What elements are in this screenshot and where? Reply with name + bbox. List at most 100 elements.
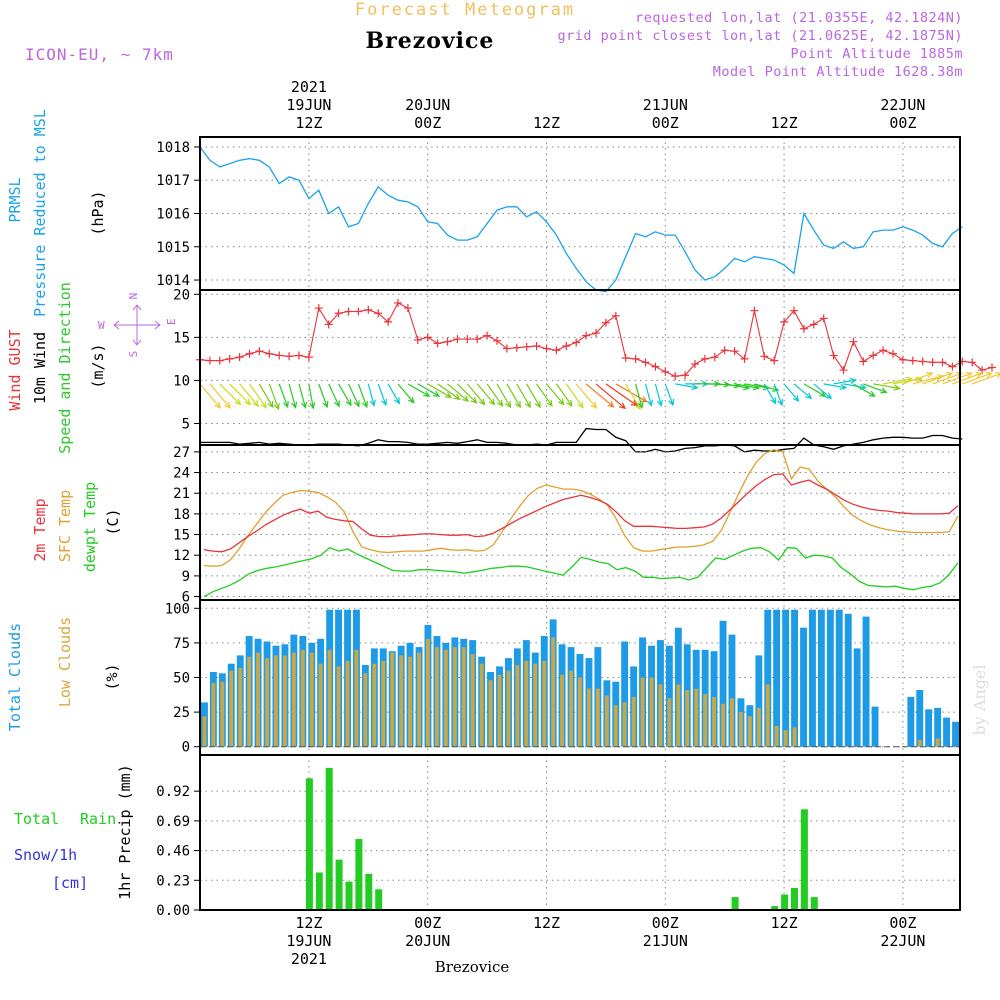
gust-marker [205,356,214,365]
gust-marker [691,360,699,369]
y-tick-label: 1014 [156,273,190,289]
y-tick-label: 75 [173,636,190,652]
low-cloud-bar [497,674,502,747]
y-axis-label: Pressure Reduced to MSL [31,109,49,317]
gust-marker [869,351,878,360]
gust-marker [790,306,798,315]
wind-direction-arrow [873,383,901,391]
precip-bar [791,888,798,910]
wind-direction-arrow [506,383,521,409]
low-cloud-bar [202,716,207,747]
temp2m-line [203,473,959,553]
y-tick-label: 0.46 [156,844,190,860]
bottom-tick-label: 22JUN [880,932,925,950]
gust-marker [928,358,937,367]
total-cloud-bar [853,648,861,747]
low-cloud-bar [747,716,752,747]
gust-marker [750,306,759,315]
wind-direction-arrow [486,383,504,407]
gust-marker [235,353,244,362]
wind-direction-arrow [229,383,252,406]
gust-marker [710,353,719,362]
wind-direction-arrow [971,372,1000,385]
y-tick-label: 15 [173,330,190,346]
gust-marker [760,352,769,361]
wind-direction-arrow [347,383,360,408]
wind-direction-arrow [922,372,954,385]
low-cloud-bar [408,656,412,747]
y-axis-label: 2m Temp [31,498,49,561]
y-tick-label: 0.00 [156,903,190,919]
gust-line [199,302,993,377]
wind-direction-arrow [644,383,653,407]
gust-marker [572,338,581,347]
wind-direction-arrow [823,383,848,390]
y-tick-label: 9 [182,569,190,585]
wind-direction-arrow [853,383,876,397]
info-line: Model Point Altitude 1628.38m [713,64,963,80]
gust-marker [483,331,492,340]
low-cloud-bar [345,660,350,747]
gust-marker [809,320,818,329]
wind-direction-arrow [298,383,308,409]
low-cloud-bar [399,655,404,747]
low-cloud-bar [515,665,520,747]
model-label: ICON-EU, ~ 7km [25,45,174,64]
dewpt-line [203,546,959,598]
low-cloud-bar [640,677,645,747]
pressure-line [199,146,963,293]
bottom-tick-label: 00Z [889,914,916,932]
wind-direction-arrow [209,383,231,409]
wind-direction-arrow [942,372,974,385]
wind-direction-arrow [555,383,573,407]
low-cloud-bar [649,677,654,747]
precip-legend-label: Rain [80,810,116,828]
wind-direction-arrow [367,383,376,407]
wind-direction-arrow [813,383,833,400]
total-cloud-bar [755,655,763,747]
gust-marker [720,346,729,355]
y-axis-label: Low Clouds [56,617,74,707]
total-cloud-bar [728,634,736,747]
y-tick-label: 18 [173,507,190,523]
gust-marker [443,337,452,346]
wind-direction-arrow [199,383,221,409]
gust-marker [948,362,957,371]
gust-marker [394,298,402,307]
y-tick-label: 5 [182,416,190,432]
top-tick-label: 12Z [295,114,322,132]
panel-precip: 0.00 0.23 0.46 0.69 0.92 1hr Precip (mm) Total… [14,754,961,919]
low-cloud-bar [461,647,466,747]
wind-direction-arrow [397,383,415,404]
wind-direction-arrow [476,383,496,406]
precip-bar [771,906,779,910]
low-cloud-bar [336,666,341,747]
wind-direction-arrow [892,376,923,385]
total-cloud-bar [952,721,959,747]
y-axis-label: (C) [104,508,122,535]
wind-direction-arrow [565,383,584,409]
bottom-tick-label: 00Z [652,914,679,932]
y-tick-label: 21 [173,486,190,502]
bottom-tick-label: 12Z [295,914,322,932]
bottom-tick-label: 00Z [414,914,441,932]
wind-direction-arrow [516,383,531,409]
gust-marker [582,331,591,340]
bottom-tick-label: 19JUN [286,932,331,950]
low-cloud-bar [587,688,591,747]
info-line: grid point closest lon,lat (21.0625E, 42… [557,28,963,44]
wind-direction-arrow [278,383,289,409]
gust-marker [225,354,234,363]
y-tick-label: 0 [182,740,190,756]
low-cloud-bar [560,674,564,747]
low-cloud-bar [506,670,511,747]
bottom-tick-label: 12Z [771,914,798,932]
gust-marker [770,356,779,365]
low-cloud-bar [756,707,761,747]
wind-direction-arrow [902,372,934,385]
y-axis-label: dewpt Temp [81,482,99,572]
precip-bar [365,873,373,910]
low-cloud-bar [676,684,681,747]
